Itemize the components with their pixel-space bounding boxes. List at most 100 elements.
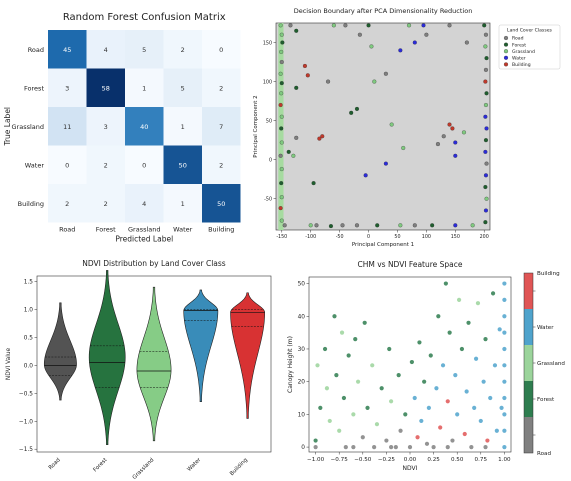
data-point: [453, 153, 458, 158]
data-point: [374, 422, 380, 427]
data-point: [291, 153, 296, 158]
data-point: [462, 431, 467, 437]
data-point: [453, 373, 458, 378]
data-point: [483, 44, 488, 49]
data-point: [279, 81, 284, 86]
data-point: [343, 444, 348, 450]
data-point: [494, 428, 499, 433]
y-axis-label: Canopy Height (m): [287, 336, 294, 393]
data-point: [279, 195, 284, 200]
data-point: [389, 122, 394, 127]
data-point: [431, 444, 436, 450]
cell-value-label: 0: [65, 161, 69, 169]
cell-value-label: 2: [219, 161, 223, 169]
x-tick-label: 50: [394, 234, 400, 240]
heatmap-cell: [202, 145, 241, 184]
x-tick-label: -100: [305, 234, 316, 240]
data-point: [419, 418, 424, 424]
y-tick-label: 0: [269, 157, 272, 163]
data-point: [436, 314, 441, 319]
data-point: [483, 173, 489, 178]
data-point: [502, 363, 507, 368]
chart-title: CHM vs NDVI Feature Space: [357, 260, 462, 269]
data-point: [407, 444, 413, 450]
x-tick-label: 150: [451, 234, 460, 240]
heatmap-cell: [202, 68, 241, 107]
y-axis-label: Principal Component 2: [253, 95, 259, 157]
cell-value-label: 0: [142, 161, 146, 169]
data-point: [445, 444, 450, 450]
y-tick-label: 0.0: [24, 363, 34, 369]
legend-label: Grassland: [512, 49, 535, 55]
data-point: [466, 320, 471, 325]
data-point: [379, 386, 384, 391]
y-tick-label: 20: [298, 380, 306, 386]
x-tick-label: -50: [336, 234, 344, 240]
cell-value-label: 2: [219, 84, 223, 92]
data-point: [362, 320, 367, 325]
data-point: [428, 353, 433, 358]
chart-title: Random Forest Confusion Matrix: [63, 12, 226, 23]
cell-value-label: 2: [65, 200, 69, 208]
data-point: [502, 412, 507, 417]
data-point: [396, 373, 401, 378]
data-point: [363, 173, 368, 178]
heatmap-cell: [86, 68, 125, 107]
data-point: [389, 399, 394, 404]
data-point: [355, 379, 361, 384]
data-point: [322, 346, 328, 352]
heatmap-cell: [48, 145, 87, 184]
x-tick-label: Building: [208, 226, 234, 234]
heatmap-cell: [163, 107, 202, 146]
data-point: [406, 23, 412, 28]
cell-value-label: 4: [104, 46, 108, 54]
data-point: [502, 379, 507, 384]
data-point: [490, 291, 496, 296]
data-point: [497, 327, 502, 332]
data-point: [354, 223, 360, 228]
cell-value-label: 5: [142, 46, 146, 54]
data-point: [279, 114, 284, 119]
legend-label: Forest: [512, 42, 526, 48]
heatmap-cell: [48, 68, 87, 107]
data-point: [383, 71, 388, 76]
y-tick-label: Grassland: [12, 123, 45, 131]
data-point: [353, 337, 358, 342]
data-point: [440, 363, 446, 368]
x-tick-label: 100: [422, 234, 431, 240]
heatmap-cell: [163, 184, 202, 223]
data-point: [343, 23, 348, 28]
legend-marker: [503, 49, 509, 54]
data-point: [483, 149, 488, 154]
y-tick-label: −1.0: [19, 419, 33, 425]
chm-ndvi-scatter-panel: CHM vs NDVI Feature Space −1.00 −0.75 −0.50…: [287, 260, 565, 472]
x-tick-label: Water: [186, 457, 202, 473]
data-point: [447, 23, 452, 28]
colorbar-label: Water: [537, 325, 554, 331]
cell-value-label: 45: [63, 46, 71, 54]
data-point: [483, 67, 489, 72]
data-point: [294, 28, 299, 33]
data-point: [455, 412, 460, 417]
data-point: [484, 161, 489, 166]
data-point: [372, 444, 377, 450]
data-point: [483, 337, 488, 342]
cell-value-label: 3: [104, 123, 108, 131]
legend-marker: [503, 35, 509, 41]
legend-box: [498, 24, 561, 70]
data-point: [279, 218, 284, 223]
data-point: [483, 138, 489, 143]
data-point: [327, 418, 332, 424]
heatmap-cell: [48, 30, 87, 69]
data-point: [499, 405, 504, 410]
data-point: [483, 220, 488, 225]
data-point: [484, 196, 489, 201]
cell-value-label: 5: [181, 84, 185, 92]
data-point: [384, 438, 389, 443]
data-point: [305, 73, 310, 78]
data-point: [280, 40, 285, 45]
data-point: [502, 297, 507, 302]
data-point: [308, 223, 313, 228]
y-tick-label: 10: [298, 412, 306, 418]
data-point: [424, 32, 429, 37]
